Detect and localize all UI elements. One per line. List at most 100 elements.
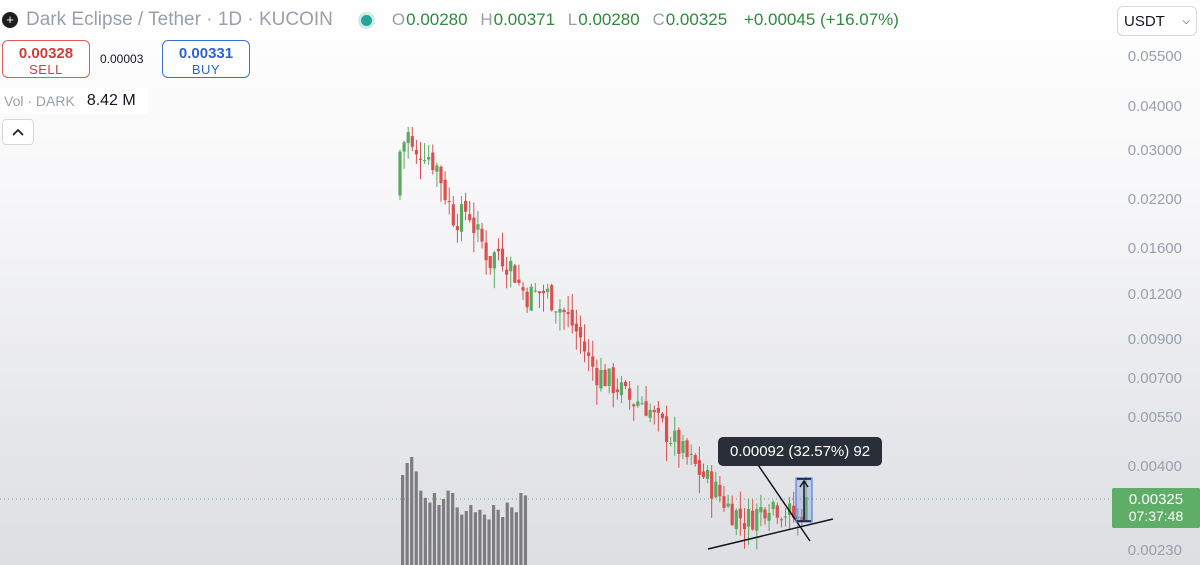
candle-body [669, 442, 673, 444]
candle-body [660, 413, 665, 419]
volume-bar [428, 502, 432, 565]
candle-body [513, 265, 517, 283]
price-axis-label: 0.00700 [1127, 370, 1182, 387]
volume-bar [464, 511, 468, 565]
volume-bar [446, 490, 450, 565]
sell-price: 0.00328 [18, 45, 74, 62]
candle-body [734, 510, 738, 530]
candle-body [505, 269, 509, 275]
volume-bar [514, 512, 518, 565]
candle-body [488, 256, 492, 268]
candle-body [726, 503, 730, 507]
price-axis-label: 0.00400 [1127, 458, 1182, 475]
volume-bar [473, 512, 477, 565]
candle-body [710, 471, 714, 499]
buy-label: BUY [191, 62, 221, 77]
candle-body [427, 156, 431, 160]
candle-body [742, 523, 747, 530]
candle-body [423, 160, 427, 162]
collapse-legend-button[interactable] [2, 119, 34, 145]
candle-body [611, 367, 615, 394]
price-axis-label: 0.00900 [1127, 331, 1182, 348]
volume-legend[interactable]: Vol · DARK 8.42 M [0, 88, 148, 114]
candle-body [500, 248, 505, 267]
price-axis-label: 0.05500 [1127, 48, 1182, 65]
low-key: L [567, 10, 578, 29]
measure-tooltip: 0.00092 (32.57%) 92 [718, 437, 883, 466]
candle-body [443, 179, 447, 201]
volume-bar [496, 509, 500, 565]
candle-body [455, 226, 460, 231]
candle-body [529, 286, 533, 311]
candle-body [406, 132, 410, 144]
price-axis-label: 0.03000 [1127, 142, 1182, 159]
candle-body [718, 484, 722, 497]
candle-body [730, 503, 734, 526]
symbol-title[interactable]: Dark Eclipse / Tether · 1D · KUCOIN [26, 9, 333, 30]
volume-bar [432, 493, 437, 565]
candle-body [681, 440, 685, 453]
volume-bar [519, 493, 523, 565]
sell-button[interactable]: 0.00328 SELL [2, 40, 90, 78]
volume-bar [401, 475, 405, 565]
currency-select[interactable]: USDT ⌵ [1117, 6, 1197, 36]
candle-body [701, 471, 706, 478]
candle-body [447, 201, 451, 203]
candle-body [464, 200, 468, 212]
volume-bar [410, 457, 414, 565]
volume-bar [492, 505, 496, 565]
plus-circle-icon[interactable]: + [2, 12, 18, 28]
volume-bar [455, 507, 459, 565]
volume-bar [469, 505, 473, 565]
candle-body [521, 287, 525, 291]
volume-bar [414, 471, 418, 565]
candle-body [632, 404, 636, 407]
volume-bar [478, 509, 482, 565]
candle-body [562, 309, 566, 313]
candle-body [459, 204, 464, 232]
triangle-lower-trendline[interactable] [707, 518, 834, 550]
candle-body [673, 430, 677, 442]
close-value: 0.00325 [665, 10, 728, 29]
candle-body [558, 309, 562, 313]
candle-body [410, 136, 414, 147]
candle-body [472, 217, 476, 234]
candle-body [804, 497, 808, 521]
volume-label: Vol · DARK [4, 93, 75, 109]
volume-bar [505, 502, 509, 565]
volume-bars [401, 457, 528, 565]
price-change: +0.00045 (+16.07%) [743, 10, 899, 29]
candle-body [771, 501, 775, 509]
candle-body [537, 291, 542, 294]
candle-body [595, 367, 599, 386]
candle-body [705, 470, 710, 479]
candle-body [418, 158, 423, 160]
candle-body [509, 260, 513, 272]
candle-body [636, 401, 640, 406]
candle-body [759, 506, 763, 513]
candle-body [792, 505, 796, 518]
candle-body [431, 152, 435, 171]
market-status-dot-icon [360, 14, 372, 26]
candle-body [751, 510, 755, 530]
last-price-tag: 0.00325 07:37:48 [1112, 488, 1200, 528]
candle-body [628, 388, 632, 400]
volume-bar [510, 507, 514, 565]
candle-countdown: 07:37:48 [1128, 508, 1184, 524]
volume-bar [405, 463, 409, 565]
buy-button[interactable]: 0.00331 BUY [162, 40, 250, 78]
price-axis-label: 0.00230 [1127, 542, 1182, 559]
open-value: 0.00280 [406, 10, 468, 29]
candle-body [652, 409, 656, 413]
buy-price: 0.00331 [178, 45, 234, 62]
candle-body [492, 252, 496, 269]
volume-bar [482, 514, 487, 565]
candle-body [480, 228, 484, 242]
price-axis-label: 0.04000 [1127, 98, 1182, 115]
candle-body [693, 455, 697, 465]
candle-body [800, 516, 804, 522]
candle-body [763, 509, 767, 519]
price-axis-label: 0.01600 [1127, 240, 1182, 257]
candle-body [570, 309, 574, 326]
